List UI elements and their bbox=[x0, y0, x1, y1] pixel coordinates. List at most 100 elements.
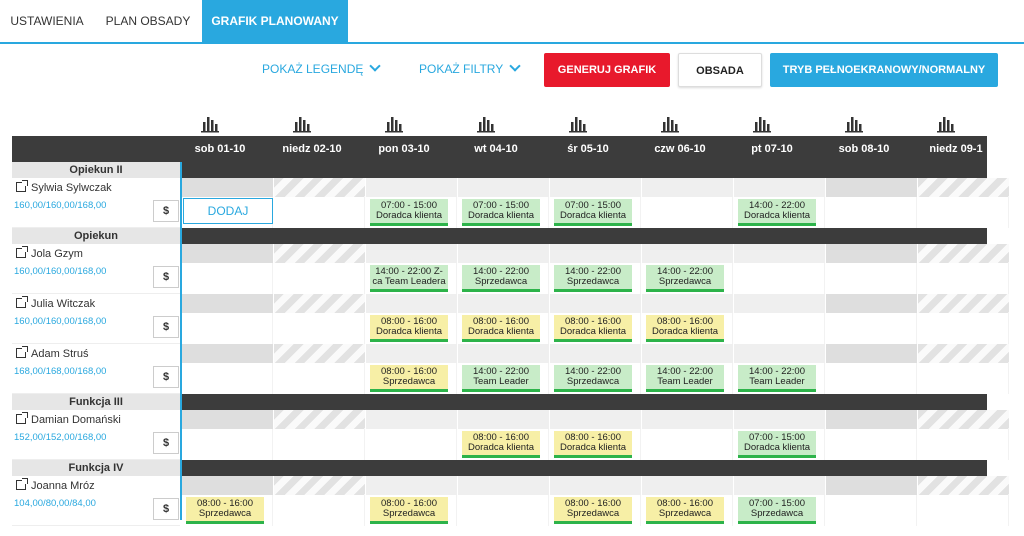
external-link-icon[interactable] bbox=[16, 296, 28, 308]
shift-block[interactable]: 07:00 - 15:00 Sprzedawca bbox=[738, 497, 816, 524]
schedule-cell[interactable] bbox=[918, 344, 1010, 394]
schedule-cell[interactable] bbox=[918, 244, 1010, 294]
schedule-cell[interactable]: 08:00 - 16:00 Doradca klienta bbox=[458, 410, 550, 460]
schedule-cell[interactable]: 08:00 - 16:00 Sprzedawca bbox=[366, 476, 458, 526]
schedule-cell[interactable]: 08:00 - 16:00 Doradca klienta bbox=[550, 410, 642, 460]
schedule-cell[interactable]: 07:00 - 15:00 Doradca klienta bbox=[458, 178, 550, 228]
schedule-cell[interactable] bbox=[182, 244, 274, 294]
schedule-cell[interactable]: 14:00 - 22:00 Doradca klienta bbox=[734, 178, 826, 228]
schedule-cell[interactable]: 14:00 - 22:00 Team Leader bbox=[642, 344, 734, 394]
external-link-icon[interactable] bbox=[16, 412, 28, 424]
schedule-cell[interactable]: 14:00 - 22:00 Team Leader bbox=[458, 344, 550, 394]
shift-block[interactable]: 14:00 - 22:00 Team Leader bbox=[462, 365, 540, 392]
schedule-cell[interactable] bbox=[826, 294, 918, 344]
staffing-button[interactable]: OBSADA bbox=[678, 53, 762, 87]
schedule-cell[interactable] bbox=[642, 178, 734, 228]
schedule-cell[interactable]: 08:00 - 16:00 Sprzedawca bbox=[642, 476, 734, 526]
external-link-icon[interactable] bbox=[16, 346, 28, 358]
fullscreen-toggle-button[interactable]: TRYB PEŁNOEKRANOWY/NORMALNY bbox=[770, 53, 998, 87]
schedule-cell[interactable]: 14:00 - 22:00 Z-ca Team Leadera bbox=[366, 244, 458, 294]
generate-schedule-button[interactable]: GENERUJ GRAFIK bbox=[544, 53, 670, 87]
schedule-cell[interactable]: 07:00 - 15:00 Sprzedawca bbox=[734, 476, 826, 526]
schedule-cell[interactable]: 07:00 - 15:00 Doradca klienta bbox=[550, 178, 642, 228]
bar-chart-icon[interactable] bbox=[200, 115, 222, 135]
tab-settings[interactable]: USTAWIENIA bbox=[10, 14, 84, 28]
cost-button[interactable]: $ bbox=[153, 200, 179, 222]
tab-staffing-plan[interactable]: PLAN OBSADY bbox=[105, 14, 191, 28]
shift-block[interactable]: 07:00 - 15:00 Doradca klienta bbox=[554, 199, 632, 226]
bar-chart-icon[interactable] bbox=[844, 115, 866, 135]
shift-block[interactable]: 08:00 - 16:00 Doradca klienta bbox=[462, 431, 540, 458]
schedule-cell[interactable]: 08:00 - 16:00 Doradca klienta bbox=[458, 294, 550, 344]
schedule-cell[interactable] bbox=[366, 410, 458, 460]
schedule-cell[interactable] bbox=[274, 344, 366, 394]
employee-name-link[interactable]: Joanna Mróz bbox=[16, 478, 95, 492]
schedule-cell[interactable]: 08:00 - 16:00 Sprzedawca bbox=[550, 476, 642, 526]
schedule-cell[interactable] bbox=[918, 178, 1010, 228]
schedule-cell[interactable]: 08:00 - 16:00 Doradca klienta bbox=[642, 294, 734, 344]
schedule-cell[interactable]: 14:00 - 22:00 Team Leader bbox=[734, 344, 826, 394]
shift-block[interactable]: 08:00 - 16:00 Doradca klienta bbox=[554, 431, 632, 458]
schedule-cell[interactable]: 14:00 - 22:00 Sprzedawca bbox=[458, 244, 550, 294]
schedule-cell[interactable]: 08:00 - 16:00 Sprzedawca bbox=[366, 344, 458, 394]
external-link-icon[interactable] bbox=[16, 180, 28, 192]
shift-block[interactable]: 08:00 - 16:00 Sprzedawca bbox=[370, 365, 448, 392]
show-filters-toggle[interactable]: POKAŻ FILTRY bbox=[419, 60, 521, 76]
tab-planned-schedule[interactable]: GRAFIK PLANOWANY bbox=[202, 0, 348, 42]
schedule-cell[interactable]: 07:00 - 15:00 Doradca klienta bbox=[734, 410, 826, 460]
shift-block[interactable]: 08:00 - 16:00 Sprzedawca bbox=[370, 497, 448, 524]
schedule-cell[interactable] bbox=[182, 344, 274, 394]
schedule-cell[interactable]: 14:00 - 22:00 Sprzedawca bbox=[642, 244, 734, 294]
schedule-cell[interactable] bbox=[826, 410, 918, 460]
schedule-cell[interactable] bbox=[182, 410, 274, 460]
external-link-icon[interactable] bbox=[16, 246, 28, 258]
shift-block[interactable]: 07:00 - 15:00 Doradca klienta bbox=[738, 431, 816, 458]
shift-block[interactable]: 14:00 - 22:00 Z-ca Team Leadera bbox=[370, 265, 448, 292]
bar-chart-icon[interactable] bbox=[476, 115, 498, 135]
employee-name-link[interactable]: Adam Struś bbox=[16, 346, 88, 360]
schedule-cell[interactable]: 07:00 - 15:00 Doradca klienta bbox=[366, 178, 458, 228]
schedule-cell[interactable]: 08:00 - 16:00 Doradca klienta bbox=[550, 294, 642, 344]
shift-block[interactable]: 08:00 - 16:00 Doradca klienta bbox=[554, 315, 632, 342]
schedule-cell[interactable] bbox=[274, 476, 366, 526]
employee-name-link[interactable]: Sylwia Sylwczak bbox=[16, 180, 112, 194]
schedule-cell[interactable] bbox=[918, 476, 1010, 526]
show-legend-toggle[interactable]: POKAŻ LEGENDĘ bbox=[262, 60, 382, 76]
schedule-cell[interactable] bbox=[274, 178, 366, 228]
shift-block[interactable]: 08:00 - 16:00 Sprzedawca bbox=[646, 497, 724, 524]
external-link-icon[interactable] bbox=[16, 478, 28, 490]
shift-block[interactable]: 08:00 - 16:00 Doradca klienta bbox=[462, 315, 540, 342]
schedule-cell[interactable] bbox=[458, 476, 550, 526]
shift-block[interactable]: 08:00 - 16:00 Sprzedawca bbox=[554, 497, 632, 524]
schedule-cell[interactable] bbox=[274, 410, 366, 460]
schedule-cell[interactable] bbox=[918, 294, 1010, 344]
shift-block[interactable]: 14:00 - 22:00 Sprzedawca bbox=[462, 265, 540, 292]
shift-block[interactable]: 14:00 - 22:00 Doradca klienta bbox=[738, 199, 816, 226]
schedule-cell[interactable] bbox=[734, 294, 826, 344]
employee-name-link[interactable]: Damian Domański bbox=[16, 412, 121, 426]
bar-chart-icon[interactable] bbox=[384, 115, 406, 135]
bar-chart-icon[interactable] bbox=[660, 115, 682, 135]
schedule-cell[interactable]: 08:00 - 16:00 Sprzedawca bbox=[182, 476, 274, 526]
shift-block[interactable]: 14:00 - 22:00 Sprzedawca bbox=[554, 365, 632, 392]
cost-button[interactable]: $ bbox=[153, 432, 179, 454]
cost-button[interactable]: $ bbox=[153, 498, 179, 520]
schedule-cell[interactable]: DODAJ bbox=[182, 178, 274, 228]
bar-chart-icon[interactable] bbox=[936, 115, 958, 135]
bar-chart-icon[interactable] bbox=[752, 115, 774, 135]
shift-block[interactable]: 14:00 - 22:00 Sprzedawca bbox=[554, 265, 632, 292]
shift-block[interactable]: 14:00 - 22:00 Team Leader bbox=[646, 365, 724, 392]
bar-chart-icon[interactable] bbox=[292, 115, 314, 135]
bar-chart-icon[interactable] bbox=[568, 115, 590, 135]
schedule-cell[interactable] bbox=[826, 476, 918, 526]
schedule-cell[interactable] bbox=[826, 244, 918, 294]
shift-block[interactable]: 08:00 - 16:00 Sprzedawca bbox=[186, 497, 264, 524]
schedule-cell[interactable] bbox=[642, 410, 734, 460]
schedule-cell[interactable]: 14:00 - 22:00 Sprzedawca bbox=[550, 344, 642, 394]
shift-block[interactable]: 07:00 - 15:00 Doradca klienta bbox=[462, 199, 540, 226]
shift-block[interactable]: 08:00 - 16:00 Doradca klienta bbox=[646, 315, 724, 342]
schedule-cell[interactable] bbox=[826, 178, 918, 228]
schedule-cell[interactable] bbox=[734, 244, 826, 294]
add-shift-button[interactable]: DODAJ bbox=[183, 198, 273, 224]
shift-block[interactable]: 07:00 - 15:00 Doradca klienta bbox=[370, 199, 448, 226]
